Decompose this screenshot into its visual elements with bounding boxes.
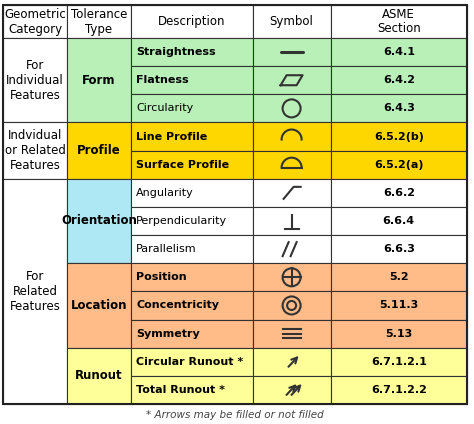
Bar [330,348,467,376]
Bar [131,235,253,263]
Bar [330,263,467,291]
Bar [131,38,253,66]
Text: Symmetry: Symmetry [136,329,200,339]
Bar [3,38,67,123]
Text: Line Profile: Line Profile [136,131,207,142]
Bar [131,66,253,94]
Bar [330,123,467,151]
Text: 6.4.2: 6.4.2 [383,75,415,85]
Text: Total Runout *: Total Runout * [136,385,225,395]
Bar [253,151,330,179]
Text: Location: Location [71,299,128,312]
Text: Geometric
Category: Geometric Category [4,8,66,36]
Text: 6.7.1.2.1: 6.7.1.2.1 [371,357,427,367]
Text: 6.6.2: 6.6.2 [383,188,415,198]
Text: Profile: Profile [77,144,121,157]
Text: 5.2: 5.2 [389,272,409,282]
Text: Parallelism: Parallelism [136,244,197,254]
Bar [67,348,131,404]
Bar [3,5,67,38]
Bar [131,291,253,320]
Text: Circularity: Circularity [136,103,193,113]
Bar [253,66,330,94]
Bar [253,235,330,263]
Text: 6.7.1.2.2: 6.7.1.2.2 [371,385,427,395]
Bar [67,179,131,263]
Bar [253,376,330,404]
Bar [330,151,467,179]
Text: Runout: Runout [75,369,123,382]
Text: * Arrows may be filled or not filled: * Arrows may be filled or not filled [146,410,324,420]
Bar [253,348,330,376]
Bar [131,348,253,376]
Text: Indvidual
or Related
Features: Indvidual or Related Features [5,129,65,172]
Text: Surface Profile: Surface Profile [136,160,229,170]
Bar [330,66,467,94]
Bar [253,320,330,348]
Bar [67,123,131,179]
Bar [253,207,330,235]
Text: 6.4.1: 6.4.1 [383,47,415,57]
Bar [330,376,467,404]
Bar [67,38,131,123]
Bar [253,123,330,151]
Bar [3,123,67,179]
Bar [131,207,253,235]
Bar [330,291,467,320]
Bar [330,5,467,38]
Text: 6.5.2(a): 6.5.2(a) [374,160,424,170]
Text: For
Related
Features: For Related Features [9,270,61,313]
Bar [131,376,253,404]
Text: 5.11.3: 5.11.3 [379,301,419,310]
Bar [330,207,467,235]
Bar [253,5,330,38]
Bar [330,94,467,123]
Bar [131,94,253,123]
Text: 6.6.3: 6.6.3 [383,244,415,254]
Bar [67,5,131,38]
Text: Form: Form [82,74,116,87]
Bar [131,151,253,179]
Text: Symbol: Symbol [270,15,313,28]
Bar [330,235,467,263]
Bar [3,179,67,404]
Text: 5.13: 5.13 [385,329,412,339]
Bar [131,320,253,348]
Bar [330,179,467,207]
Bar [253,38,330,66]
Text: 6.5.2(b): 6.5.2(b) [374,131,424,142]
Bar [330,38,467,66]
Text: Concentricity: Concentricity [136,301,219,310]
Text: Tolerance
Type: Tolerance Type [71,8,127,36]
Bar [253,291,330,320]
Text: Position: Position [136,272,187,282]
Text: Perpendicularity: Perpendicularity [136,216,227,226]
Text: Description: Description [158,15,226,28]
Bar [131,5,253,38]
Text: Straightness: Straightness [136,47,216,57]
Bar [131,123,253,151]
Bar [253,179,330,207]
Bar [253,263,330,291]
Bar [253,94,330,123]
Text: Circular Runout *: Circular Runout * [136,357,243,367]
Text: 6.4.3: 6.4.3 [383,103,415,113]
Text: Angularity: Angularity [136,188,194,198]
Bar [131,179,253,207]
Text: Flatness: Flatness [136,75,189,85]
Bar [67,263,131,348]
Text: 6.6.4: 6.6.4 [383,216,415,226]
Bar [131,263,253,291]
Text: Orientation: Orientation [61,215,137,228]
Text: ASME
Section: ASME Section [377,8,420,36]
Bar [330,320,467,348]
Text: For
Individual
Features: For Individual Features [6,59,64,102]
